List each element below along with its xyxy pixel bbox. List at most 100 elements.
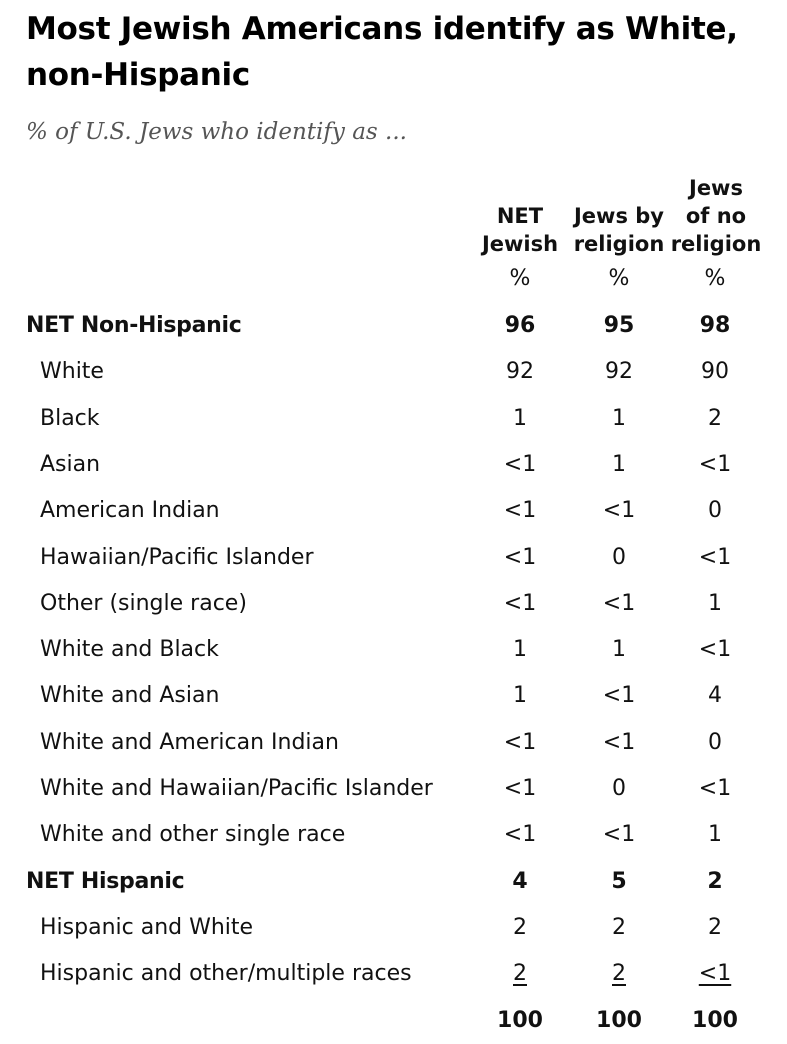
- value-text: <1: [698, 776, 732, 801]
- value-cell: 1: [470, 396, 570, 442]
- unit-cell: %: [704, 266, 726, 291]
- row-label: White and other single race: [40, 822, 346, 848]
- value-cell: <1: [570, 720, 668, 766]
- value-cell: 0: [570, 766, 668, 812]
- value-cell: 0: [570, 535, 668, 581]
- total-row: 100 100 100: [0, 998, 787, 1044]
- value-cell: <1: [470, 581, 570, 627]
- value-cell: 96: [470, 303, 570, 349]
- value-cell: 1: [470, 673, 570, 719]
- value-cell: 1: [666, 581, 764, 627]
- value-text: <1: [602, 822, 636, 848]
- value-cell: <1: [570, 812, 668, 858]
- table-row: Hispanic and other/multiple races 2 2 <1: [0, 951, 787, 997]
- value-text: 1: [513, 683, 527, 709]
- value-text: 1: [708, 822, 722, 848]
- value-cell: <1: [470, 535, 570, 581]
- value-text: <1: [602, 729, 636, 755]
- column-header-net-jewish: NET Jewish: [468, 168, 572, 258]
- value-cell: 1: [570, 442, 668, 488]
- table-row: White and other single race <1 <1 1: [0, 812, 787, 858]
- value-cell: 1: [570, 627, 668, 673]
- row-label: Asian: [40, 451, 101, 477]
- value-text: 96: [504, 313, 536, 338]
- value-cell: 92: [570, 349, 668, 395]
- value-text: 1: [612, 637, 626, 663]
- net-row: NET Non-Hispanic 96 95 98: [0, 303, 787, 349]
- row-label: Other (single race): [40, 590, 247, 616]
- table-row: Black 1 1 2: [0, 396, 787, 442]
- row-label: White and Hawaiian/Pacific Islander: [40, 776, 433, 801]
- table-row: Hispanic and White 2 2 2: [0, 905, 787, 951]
- value-cell: 98: [666, 303, 764, 349]
- value-text: <1: [503, 822, 537, 848]
- value-cell: 1: [666, 812, 764, 858]
- row-label: Black: [40, 405, 100, 431]
- row-label: Hispanic and other/multiple races: [40, 961, 412, 987]
- row-label: NET Hispanic: [26, 868, 185, 894]
- value-text: 0: [708, 498, 722, 524]
- value-text: <1: [503, 729, 537, 755]
- value-text: <1: [503, 498, 537, 524]
- row-label: American Indian: [40, 498, 220, 524]
- value-text: 2: [612, 961, 626, 987]
- value-cell: 90: [666, 349, 764, 395]
- value-text: 100: [692, 1007, 738, 1033]
- table-row: White and Hawaiian/Pacific Islander <1 0 <1: [0, 766, 787, 812]
- value-text: 100: [596, 1007, 642, 1033]
- value-cell: 100: [666, 998, 764, 1044]
- value-cell: 4: [470, 859, 570, 905]
- chart-title: Most Jewish Americans identify as White,…: [26, 11, 738, 93]
- value-text: <1: [503, 544, 537, 570]
- column-header-label: Jews by religion: [573, 204, 665, 256]
- value-text: <1: [602, 498, 636, 524]
- row-label: White and American Indian: [40, 729, 339, 755]
- value-text: 2: [707, 868, 723, 894]
- net-row: NET Hispanic 4 5 2: [0, 859, 787, 905]
- value-cell: 95: [570, 303, 668, 349]
- value-text: 4: [708, 683, 722, 709]
- value-text: 100: [497, 1007, 543, 1033]
- value-cell: <1: [570, 581, 668, 627]
- column-header-label: Jews of no religion: [670, 176, 762, 256]
- column-header-jews-of-no-religion: Jews of no religion: [668, 168, 764, 258]
- value-cell: <1: [666, 627, 764, 673]
- value-text: <1: [698, 961, 732, 987]
- value-text: 0: [612, 544, 626, 570]
- value-text: 92: [605, 359, 633, 385]
- value-cell: <1: [470, 488, 570, 534]
- value-text: <1: [602, 590, 636, 616]
- value-text: 0: [612, 776, 626, 801]
- unit-row: % % %: [0, 262, 787, 296]
- value-text: 2: [708, 914, 722, 940]
- value-cell: <1: [470, 766, 570, 812]
- table-row: White and Black 1 1 <1: [0, 627, 787, 673]
- value-cell: <1: [666, 442, 764, 488]
- value-cell: 4: [666, 673, 764, 719]
- row-label: NET Non-Hispanic: [26, 313, 242, 338]
- value-text: <1: [503, 590, 537, 616]
- value-cell: 2: [570, 905, 668, 951]
- value-cell: 1: [470, 627, 570, 673]
- value-cell: <1: [570, 673, 668, 719]
- column-header-jews-by-religion: Jews by religion: [570, 168, 668, 258]
- value-cell: 5: [570, 859, 668, 905]
- value-text: <1: [503, 776, 537, 801]
- value-text: 98: [699, 313, 731, 338]
- value-text: 2: [513, 914, 527, 940]
- value-text: <1: [503, 451, 537, 477]
- column-header-label: NET Jewish: [481, 204, 559, 256]
- value-cell: 100: [570, 998, 668, 1044]
- row-label: White: [40, 359, 104, 385]
- value-text: 1: [708, 590, 722, 616]
- value-cell: 0: [666, 488, 764, 534]
- table-row: White 92 92 90: [0, 349, 787, 395]
- value-cell: 2: [666, 905, 764, 951]
- unit-cell: %: [509, 266, 531, 291]
- value-text: <1: [698, 544, 732, 570]
- value-text: 1: [513, 637, 527, 663]
- value-text: 1: [612, 451, 626, 477]
- row-label: Hawaiian/Pacific Islander: [40, 544, 314, 570]
- table-row: Asian <1 1 <1: [0, 442, 787, 488]
- value-cell: <1: [570, 488, 668, 534]
